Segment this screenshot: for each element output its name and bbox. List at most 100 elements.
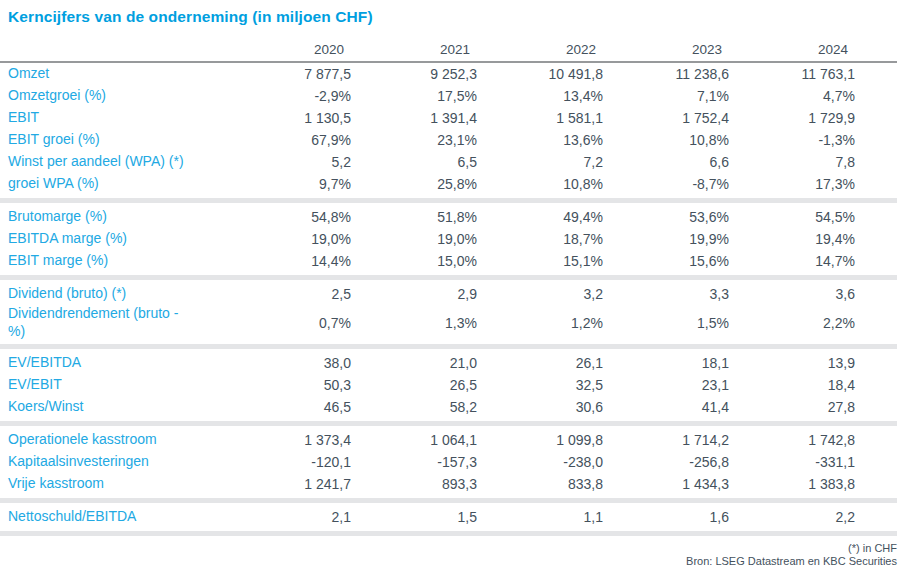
- cell-value: 4,7%: [771, 85, 897, 107]
- cell-value: -120,1: [267, 451, 393, 473]
- row-label: groei WPA (%): [0, 173, 267, 195]
- table-row: groei WPA (%)9,7%25,8%10,8%-8,7%17,3%: [0, 173, 897, 195]
- cell-value: 23,1: [645, 374, 771, 396]
- cell-value: 1 383,8: [771, 473, 897, 495]
- cell-value: 1,2%: [519, 305, 645, 341]
- table-row: Omzetgroei (%)-2,9%17,5%13,4%7,1%4,7%: [0, 85, 897, 107]
- page-title: Kerncijfers van de onderneming (in miljo…: [0, 0, 897, 35]
- cell-value: 18,7%: [519, 228, 645, 250]
- separator-bar: [0, 344, 897, 349]
- row-label: Winst per aandeel (WPA) (*): [0, 151, 267, 173]
- cell-value: -256,8: [645, 451, 771, 473]
- cell-value: 19,0%: [267, 228, 393, 250]
- cell-value: 3,6: [771, 283, 897, 305]
- cell-value: 14,7%: [771, 250, 897, 272]
- cell-value: 1,6: [645, 506, 771, 528]
- cell-value: 25,8%: [393, 173, 519, 195]
- cell-value: 26,1: [519, 352, 645, 374]
- separator-bar: [0, 531, 897, 536]
- cell-value: 833,8: [519, 473, 645, 495]
- row-label: Dividend (bruto) (*): [0, 283, 267, 305]
- cell-value: 18,4: [771, 374, 897, 396]
- cell-value: 50,3: [267, 374, 393, 396]
- separator-bar: [0, 198, 897, 203]
- cell-value: 26,5: [393, 374, 519, 396]
- table-row: EBIT marge (%)14,4%15,0%15,1%15,6%14,7%: [0, 250, 897, 272]
- column-header-2020: 2020: [267, 35, 393, 62]
- cell-value: 2,2%: [771, 305, 897, 341]
- table-row: Winst per aandeel (WPA) (*)5,26,57,26,67…: [0, 151, 897, 173]
- cell-value: 13,4%: [519, 85, 645, 107]
- cell-value: -157,3: [393, 451, 519, 473]
- cell-value: 1 729,9: [771, 107, 897, 129]
- cell-value: 58,2: [393, 396, 519, 418]
- table-row: Brutomarge (%)54,8%51,8%49,4%53,6%54,5%: [0, 206, 897, 228]
- cell-value: 5,2: [267, 151, 393, 173]
- section-separator: [0, 418, 897, 429]
- section-separator: [0, 495, 897, 506]
- cell-value: 53,6%: [645, 206, 771, 228]
- footnotes: (*) in CHF Bron: LSEG Datastream en KBC …: [0, 542, 897, 566]
- row-label: EBIT groei (%): [0, 129, 267, 151]
- section-separator: [0, 272, 897, 283]
- cell-value: -8,7%: [645, 173, 771, 195]
- cell-value: 1 099,8: [519, 429, 645, 451]
- cell-value: 67,9%: [267, 129, 393, 151]
- cell-value: 54,8%: [267, 206, 393, 228]
- cell-value: 9 252,3: [393, 62, 519, 85]
- cell-value: 7,2: [519, 151, 645, 173]
- cell-value: 2,9: [393, 283, 519, 305]
- cell-value: 1 064,1: [393, 429, 519, 451]
- table-row: EBIT1 130,51 391,41 581,11 752,41 729,9: [0, 107, 897, 129]
- row-label: EBITDA marge (%): [0, 228, 267, 250]
- footnote-unit: (*) in CHF: [0, 542, 897, 555]
- cell-value: 13,9: [771, 352, 897, 374]
- cell-value: 2,1: [267, 506, 393, 528]
- cell-value: 15,0%: [393, 250, 519, 272]
- cell-value: 1,5: [393, 506, 519, 528]
- cell-value: 0,7%: [267, 305, 393, 341]
- cell-value: 6,6: [645, 151, 771, 173]
- cell-value: 893,3: [393, 473, 519, 495]
- cell-value: 1,3%: [393, 305, 519, 341]
- cell-value: -238,0: [519, 451, 645, 473]
- cell-value: 27,8: [771, 396, 897, 418]
- row-label: Dividendrendement (bruto - %): [0, 305, 267, 341]
- table-row: EBITDA marge (%)19,0%19,0%18,7%19,9%19,4…: [0, 228, 897, 250]
- row-label: EBIT: [0, 107, 267, 129]
- cell-value: 23,1%: [393, 129, 519, 151]
- cell-value: 2,2: [771, 506, 897, 528]
- row-label: Operationele kasstroom: [0, 429, 267, 451]
- cell-value: 1,1: [519, 506, 645, 528]
- cell-value: 1 391,4: [393, 107, 519, 129]
- cell-value: 11 238,6: [645, 62, 771, 85]
- row-label: Brutomarge (%): [0, 206, 267, 228]
- table-row: Nettoschuld/EBITDA2,11,51,11,62,2: [0, 506, 897, 528]
- header-corner-cell: [0, 35, 267, 62]
- cell-value: 3,2: [519, 283, 645, 305]
- cell-value: -331,1: [771, 451, 897, 473]
- cell-value: 19,9%: [645, 228, 771, 250]
- row-label: Kapitaalsinvesteringen: [0, 451, 267, 473]
- cell-value: 41,4: [645, 396, 771, 418]
- cell-value: 51,8%: [393, 206, 519, 228]
- table-header: 2020 2021 2022 2023 2024: [0, 35, 897, 62]
- cell-value: 11 763,1: [771, 62, 897, 85]
- cell-value: 13,6%: [519, 129, 645, 151]
- cell-value: 32,5: [519, 374, 645, 396]
- cell-value: 1 714,2: [645, 429, 771, 451]
- cell-value: 19,0%: [393, 228, 519, 250]
- cell-value: 7 877,5: [267, 62, 393, 85]
- column-header-2021: 2021: [393, 35, 519, 62]
- cell-value: 1 581,1: [519, 107, 645, 129]
- cell-value: 30,6: [519, 396, 645, 418]
- cell-value: 17,5%: [393, 85, 519, 107]
- cell-value: 17,3%: [771, 173, 897, 195]
- row-label: Vrije kasstroom: [0, 473, 267, 495]
- cell-value: 1 130,5: [267, 107, 393, 129]
- table-row: EV/EBIT50,326,532,523,118,4: [0, 374, 897, 396]
- cell-value: -1,3%: [771, 129, 897, 151]
- key-figures-table: 2020 2021 2022 2023 2024 Omzet7 877,59 2…: [0, 35, 897, 539]
- row-label: EV/EBITDA: [0, 352, 267, 374]
- cell-value: 6,5: [393, 151, 519, 173]
